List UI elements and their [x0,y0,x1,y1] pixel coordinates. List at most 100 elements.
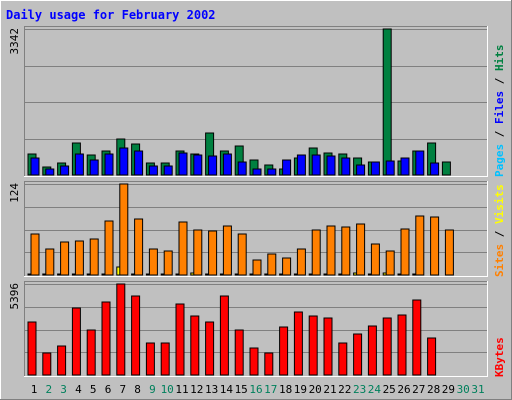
bar-kbytes-day-9 [145,342,155,376]
bar-kbytes-day-21 [323,317,333,376]
x-tick-day-30: 30 [457,383,470,396]
bar-files-day-20 [311,154,321,176]
bar-kbytes-day-20 [308,315,318,376]
bar-sites-day-19 [296,248,306,276]
bar-kbytes-day-28 [427,337,437,376]
bar-sites-day-20 [311,229,321,276]
bar-sites-day-14 [222,225,232,276]
bar-kbytes-day-18 [279,326,289,376]
bar-kbytes-day-27 [412,299,422,376]
bar-files-day-1 [30,157,40,176]
bar-sites-day-26 [400,228,410,276]
x-tick-day-15: 15 [235,383,248,396]
bar-files-day-10 [163,165,173,176]
x-tick-day-26: 26 [397,383,410,396]
series-legend-label: Pages / Files / Hits [493,45,506,178]
bar-sites-day-15 [237,233,247,276]
bar-sites-day-17 [267,253,277,276]
bar-files-day-16 [252,168,262,176]
bar-files-day-23 [356,164,366,176]
bar-hits-day-25 [382,28,392,176]
x-tick-day-28: 28 [427,383,440,396]
panel-2: 124 Sites / Visits [8,181,506,277]
x-tick-day-14: 14 [220,383,234,396]
x-tick-day-21: 21 [323,383,336,396]
x-tick-day-17: 17 [264,383,277,396]
x-tick-day-29: 29 [442,383,455,396]
bar-sites-day-5 [89,238,99,276]
bar-kbytes-day-11 [175,303,185,376]
bar-sites-day-7 [119,183,129,276]
bar-kbytes-day-4 [71,307,81,376]
bar-kbytes-day-16 [249,347,259,376]
x-tick-day-19: 19 [294,383,307,396]
bar-files-day-19 [296,154,306,176]
bar-kbytes-day-7 [116,283,126,376]
bar-kbytes-day-22 [338,342,348,376]
bar-sites-day-4 [74,240,84,276]
bar-kbytes-day-14 [219,295,229,376]
bar-sites-day-18 [282,257,292,276]
legend-part: / [493,124,506,144]
x-tick-day-6: 6 [105,383,112,396]
bar-sites-day-2 [45,248,55,276]
bar-files-day-17 [267,168,277,176]
ymax-label: 124 [8,183,21,203]
bar-sites-day-1 [30,233,40,276]
chart-title: Daily usage for February 2002 [6,8,216,22]
bar-files-day-14 [222,153,232,176]
bar-files-day-15 [237,161,247,176]
bar-files-day-11 [178,152,188,176]
bar-sites-day-27 [415,215,425,276]
bar-files-day-4 [74,153,84,176]
legend-part: Visits [493,184,506,224]
bar-files-day-24 [370,161,380,176]
bar-kbytes-day-5 [86,329,96,376]
bar-sites-day-25 [385,250,395,276]
bar-sites-day-21 [326,225,336,276]
x-tick-day-22: 22 [338,383,351,396]
panel-1: 3342 Pages / Files / Hits [8,26,506,177]
bar-files-day-6 [104,153,114,176]
bar-sites-day-6 [104,220,114,276]
bar-sites-day-29 [444,229,454,276]
bar-files-day-8 [134,150,144,176]
bar-kbytes-day-1 [27,321,37,376]
bar-files-day-13 [208,155,218,176]
bar-sites-day-24 [370,243,380,276]
x-tick-day-31: 31 [471,383,484,396]
x-tick-day-20: 20 [309,383,322,396]
bar-kbytes-day-8 [131,295,141,376]
bar-files-day-3 [60,165,70,176]
x-tick-day-13: 13 [205,383,218,396]
bar-sites-day-3 [60,241,70,276]
bar-files-day-9 [148,165,158,176]
x-tick-day-2: 2 [45,383,52,396]
series-legend-label: Sites / Visits [493,184,506,277]
bar-files-day-5 [89,159,99,176]
ymax-label: 5396 [8,283,21,310]
legend-part: / [493,224,506,244]
x-tick-day-5: 5 [90,383,97,396]
x-tick-day-16: 16 [249,383,262,396]
bar-files-day-2 [45,168,55,176]
legend-part: Pages [493,144,506,177]
x-tick-day-27: 27 [412,383,425,396]
x-tick-day-8: 8 [134,383,141,396]
bar-sites-day-9 [148,248,158,276]
bar-sites-day-22 [341,226,351,276]
bar-kbytes-day-10 [160,342,170,376]
panel-plot-area [24,26,488,177]
x-tick-day-18: 18 [279,383,292,396]
bar-kbytes-day-12 [190,315,200,376]
bar-kbytes-day-19 [293,311,303,376]
x-tick-day-25: 25 [383,383,396,396]
bar-kbytes-day-2 [42,352,52,376]
bar-kbytes-day-24 [367,325,377,376]
bar-sites-day-12 [193,229,203,276]
bar-kbytes-day-15 [234,329,244,376]
bar-kbytes-day-6 [101,301,111,376]
bar-kbytes-day-26 [397,314,407,376]
legend-part: / [493,71,506,91]
